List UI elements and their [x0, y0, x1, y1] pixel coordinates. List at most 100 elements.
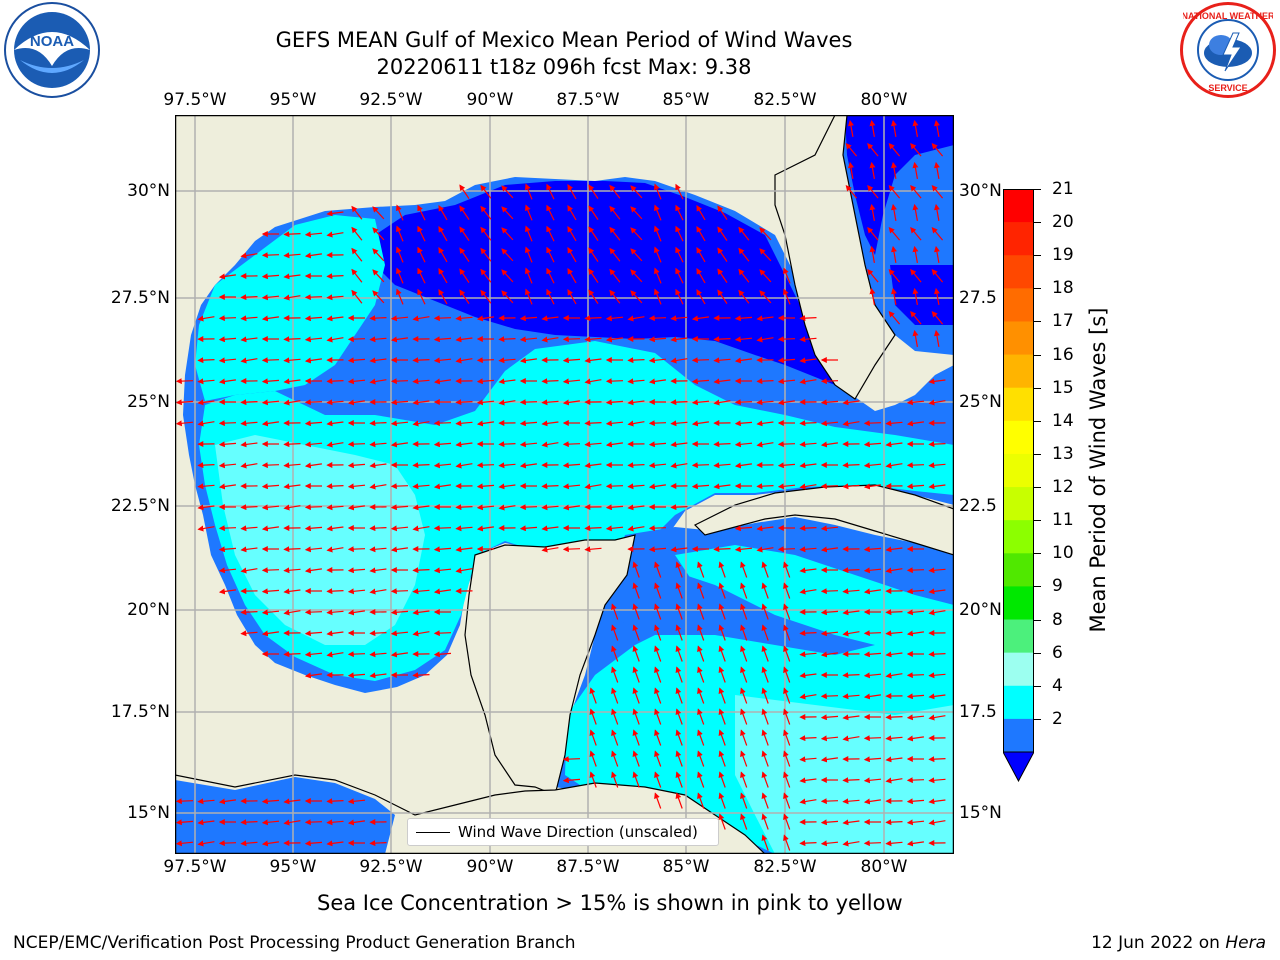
wind-arrow: [261, 357, 280, 364]
wind-arrow: [369, 441, 387, 448]
wind-arrow: [890, 245, 897, 264]
wind-arrow: [863, 420, 882, 427]
lat-label-left-3: 25°N: [127, 392, 170, 412]
colorbar-tick-mark: [1034, 288, 1041, 290]
lon-label-top-1: 97.5°W: [163, 90, 227, 110]
lon-label-bottom-7: 82.5°W: [753, 857, 817, 877]
wind-arrow: [261, 504, 280, 511]
wind-arrow: [867, 226, 879, 241]
wind-arrow: [347, 462, 366, 469]
legend-label: Wind Wave Direction (unscaled): [458, 823, 698, 841]
wind-arrow: [396, 225, 404, 242]
wind-arrow: [648, 546, 667, 553]
colorbar: [1002, 189, 1035, 783]
wind-arrow: [675, 204, 684, 221]
wind-arrow: [713, 483, 731, 490]
wind-arrow: [738, 268, 750, 283]
colorbar-tick-label: 18: [1052, 278, 1074, 299]
wind-arrow: [455, 567, 473, 574]
wind-arrow: [740, 561, 748, 578]
wind-arrow: [390, 525, 409, 532]
wind-arrow: [476, 315, 494, 322]
wind-arrow: [525, 246, 533, 263]
gulf-map: [174, 114, 955, 855]
wind-arrow: [734, 336, 753, 343]
wind-arrow: [459, 289, 470, 304]
wind-arrow: [654, 561, 662, 578]
wind-arrow: [589, 750, 597, 767]
colorbar-tick-label: 10: [1052, 543, 1074, 564]
wind-arrow: [912, 245, 919, 264]
wind-arrow: [562, 357, 581, 364]
wind-arrow: [820, 840, 839, 847]
wind-arrow: [476, 378, 495, 385]
wind-arrow: [740, 687, 748, 704]
wind-arrow: [888, 268, 901, 283]
colorbar-cell: [1003, 255, 1034, 289]
wind-arrow: [931, 310, 944, 325]
wind-arrow: [369, 546, 387, 553]
wind-arrow: [304, 504, 323, 511]
wind-arrow: [912, 161, 919, 180]
wind-arrow: [347, 336, 366, 343]
wind-arrow: [627, 378, 645, 385]
wind-arrow: [718, 624, 726, 641]
wind-arrow: [783, 813, 791, 830]
wind-arrow: [326, 525, 344, 532]
lat-label-right-1: 30°N: [959, 181, 1002, 201]
wind-arrow: [863, 756, 882, 763]
wind-arrow: [740, 813, 748, 830]
wind-arrow: [326, 420, 344, 427]
wind-arrow: [283, 252, 301, 259]
wind-arrow: [498, 336, 516, 343]
wind-arrow: [433, 546, 452, 553]
wind-arrow: [459, 268, 470, 283]
wind-arrow: [928, 399, 946, 406]
wind-arrow: [390, 336, 408, 343]
wind-arrow: [433, 588, 451, 595]
wind-arrow: [906, 609, 925, 616]
wind-arrow: [648, 378, 666, 385]
wind-arrow: [412, 357, 430, 364]
wind-arrow: [912, 329, 919, 348]
wind-arrow: [611, 666, 619, 683]
wind-arrow: [588, 247, 599, 262]
wind-arrow: [240, 840, 258, 847]
wind-arrow: [799, 756, 817, 763]
wind-arrow: [697, 771, 705, 788]
wind-arrow: [740, 708, 748, 725]
wind-arrow: [740, 582, 748, 599]
wind-arrow: [369, 672, 387, 679]
wind-arrow: [632, 729, 640, 746]
wind-arrow: [218, 546, 237, 553]
colorbar-cell: [1003, 189, 1034, 223]
wind-arrow: [261, 378, 280, 385]
lon-label-top-3: 92.5°W: [359, 90, 423, 110]
wind-arrow: [842, 483, 860, 490]
wind-arrow: [888, 226, 901, 241]
wind-arrow: [734, 399, 753, 406]
legend-line-icon: [416, 832, 450, 833]
colorbar-tick-label: 19: [1052, 245, 1074, 266]
svg-text:SERVICE: SERVICE: [1208, 83, 1247, 93]
wind-arrow: [390, 315, 409, 322]
wind-arrow: [738, 289, 750, 304]
wind-arrow: [799, 315, 817, 322]
wind-arrow: [654, 708, 662, 725]
wind-arrow: [842, 777, 860, 784]
wind-arrow: [433, 462, 452, 469]
wind-arrow: [304, 630, 323, 637]
svg-text:NOAA: NOAA: [30, 33, 74, 50]
wind-arrow: [369, 567, 387, 574]
wind-arrow: [691, 462, 710, 469]
wind-arrow: [525, 183, 533, 200]
wind-arrow: [777, 378, 796, 385]
wind-arrow: [412, 588, 430, 595]
wind-arrow: [605, 420, 624, 427]
wind-arrow: [630, 185, 643, 199]
wind-arrow: [438, 268, 448, 284]
wind-arrow: [906, 840, 924, 847]
wind-arrow: [933, 287, 940, 306]
wind-arrow: [261, 609, 280, 616]
wind-arrow: [627, 462, 645, 469]
